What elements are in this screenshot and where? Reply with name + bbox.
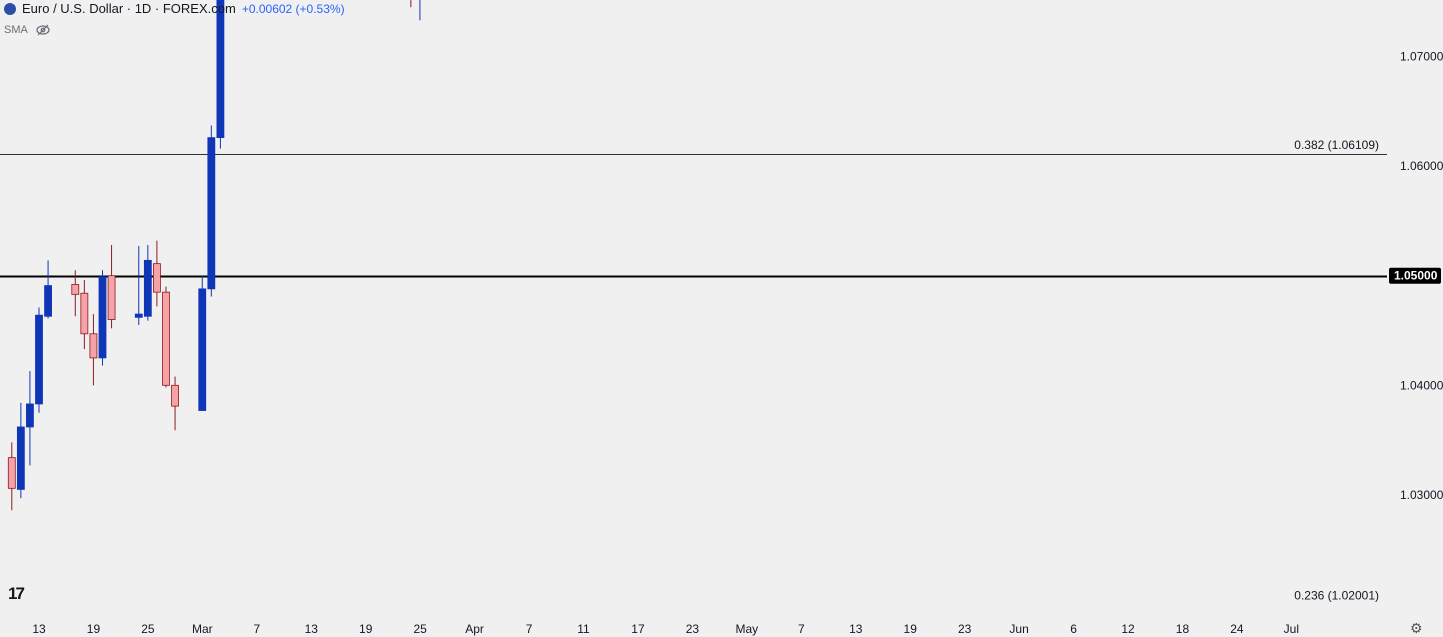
candle-body bbox=[198, 288, 207, 411]
tradingview-logo: 17 bbox=[8, 584, 25, 603]
price-labels: 1.150001.149501.140001.137171.136221.120… bbox=[1389, 267, 1441, 284]
x-tick-label: Apr bbox=[465, 622, 484, 636]
x-tick-label: 19 bbox=[87, 622, 101, 636]
x-tick-label: 7 bbox=[526, 622, 533, 636]
x-tick-label: 13 bbox=[305, 622, 319, 636]
fib-labels: 0.618 (1.12748)0.5 (1.09429)0.382 (1.061… bbox=[1294, 138, 1379, 602]
candle-body bbox=[162, 291, 170, 386]
y-tick-label: 1.06000 bbox=[1400, 159, 1443, 173]
fib-label: 0.382 (1.06109) bbox=[1294, 138, 1379, 152]
x-tick-label: 25 bbox=[141, 622, 155, 636]
time-axis: 13 19 25 Mar 7 13 19 25 Apr 7 11 17 23 May 7 13 19 23 Jun 6… bbox=[32, 622, 1299, 636]
x-tick-label: 7 bbox=[253, 622, 260, 636]
price-axis: 1.160001.130001.100001.090001.080001.070… bbox=[1400, 50, 1443, 502]
x-tick-label: Jul bbox=[1284, 622, 1299, 636]
gear-icon[interactable]: ⚙ bbox=[1410, 620, 1423, 636]
x-tick-label: 12 bbox=[1121, 622, 1135, 636]
candle-body bbox=[216, 0, 225, 139]
x-tick-label: May bbox=[736, 622, 759, 636]
eye-off-icon[interactable] bbox=[36, 24, 50, 36]
x-tick-label: 23 bbox=[686, 622, 700, 636]
x-tick-label: 23 bbox=[958, 622, 972, 636]
symbol-title: Euro / U.S. Dollar · 1D · FOREX.com bbox=[22, 1, 236, 16]
candle-body bbox=[80, 292, 89, 335]
x-tick-label: 18 bbox=[1176, 622, 1190, 636]
candle-body bbox=[7, 457, 16, 489]
horizontal-levels bbox=[0, 154, 1387, 278]
candle-body bbox=[207, 137, 216, 290]
candle-body bbox=[89, 333, 98, 359]
candle-body bbox=[134, 313, 143, 318]
candle-body bbox=[107, 275, 116, 320]
y-tick-label: 1.07000 bbox=[1400, 50, 1443, 64]
candle-body bbox=[71, 284, 80, 295]
price-change: +0.00602 (+0.53%) bbox=[241, 1, 345, 16]
x-tick-label: 25 bbox=[413, 622, 427, 636]
candle-body bbox=[44, 285, 52, 317]
price-label-box bbox=[1389, 267, 1441, 284]
fib-label: 0.236 (1.02001) bbox=[1294, 588, 1379, 602]
y-tick-label: 1.04000 bbox=[1400, 378, 1443, 392]
candle-body bbox=[16, 426, 25, 490]
candle-body bbox=[153, 263, 161, 293]
x-tick-label: 13 bbox=[849, 622, 863, 636]
x-tick-label: 17 bbox=[631, 622, 645, 636]
price-label-text: 1.05000 bbox=[1394, 269, 1438, 283]
candle-body bbox=[98, 276, 107, 359]
chart-legend: Euro / U.S. Dollar · 1D · FOREX.com +0.0… bbox=[4, 1, 345, 16]
x-tick-label: 24 bbox=[1230, 622, 1244, 636]
candle-body bbox=[171, 384, 179, 407]
candles bbox=[7, 0, 421, 511]
x-tick-label: 7 bbox=[798, 622, 805, 636]
x-tick-label: 11 bbox=[577, 622, 590, 636]
eur-usd-flag-icon bbox=[4, 2, 16, 15]
candle-body bbox=[35, 314, 43, 405]
indicator-legend: SMA bbox=[4, 24, 50, 36]
sma-label[interactable]: SMA bbox=[4, 24, 28, 36]
x-tick-label: 19 bbox=[359, 622, 373, 636]
x-tick-label: 19 bbox=[904, 622, 918, 636]
x-tick-label: 13 bbox=[32, 622, 46, 636]
x-tick-label: Jun bbox=[1009, 622, 1028, 636]
x-tick-label: 6 bbox=[1070, 622, 1077, 636]
x-tick-label: Mar bbox=[192, 622, 213, 636]
candle-body bbox=[26, 403, 34, 428]
y-tick-label: 1.03000 bbox=[1400, 488, 1443, 502]
candle-body bbox=[143, 259, 152, 317]
